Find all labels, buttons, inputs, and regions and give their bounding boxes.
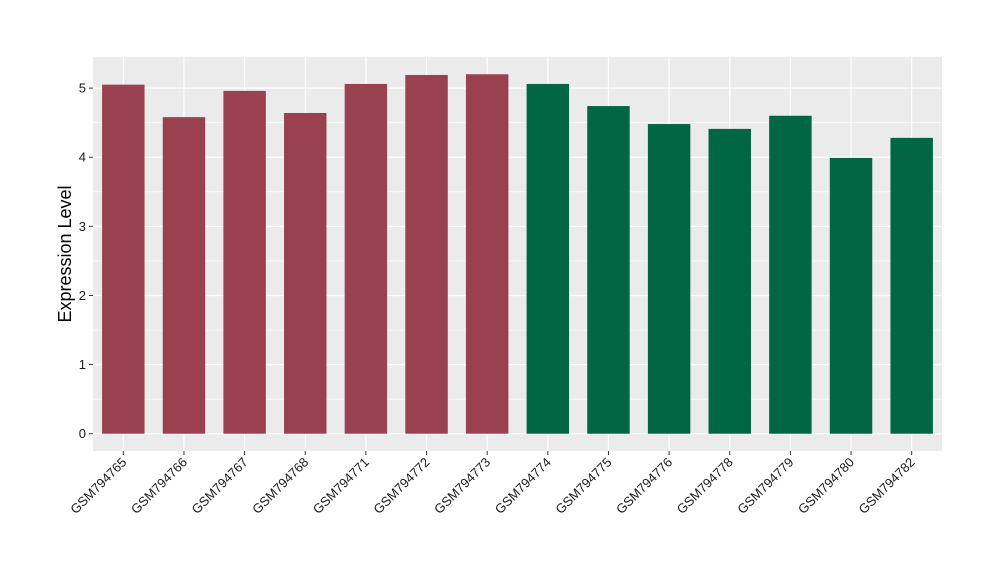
y-axis-title: Expression Level [55, 185, 75, 322]
x-tick-label: GSM794778 [674, 455, 736, 517]
y-tick-label: 2 [79, 288, 86, 303]
x-tick-label: GSM794767 [189, 455, 251, 517]
bar-GSM794771 [344, 83, 388, 434]
x-tick-label: GSM794768 [249, 455, 311, 517]
y-tick-label: 3 [79, 219, 86, 234]
bar-GSM794782 [890, 137, 933, 434]
bar-GSM794766 [162, 117, 206, 434]
x-tick-label: GSM794776 [613, 455, 675, 517]
y-tick-label: 5 [79, 81, 86, 96]
x-tick-label: GSM794782 [856, 455, 918, 517]
bar-GSM794765 [102, 84, 145, 434]
plot-panel [93, 57, 942, 451]
bar-GSM794767 [223, 90, 266, 434]
bar-GSM794780 [829, 157, 873, 434]
bar-GSM794768 [284, 112, 327, 434]
y-tick-label: 4 [79, 150, 86, 165]
x-tick-label: GSM794774 [492, 455, 554, 517]
x-tick-label: GSM794780 [795, 455, 857, 517]
x-tick-label: GSM794771 [310, 455, 372, 517]
x-tick-label: GSM794773 [431, 455, 493, 517]
bar-GSM794775 [587, 106, 630, 434]
x-tick-label: GSM794772 [370, 455, 432, 517]
bar-GSM794776 [647, 124, 691, 434]
x-tick-label: GSM794779 [734, 455, 796, 517]
x-tick-label: GSM794765 [67, 455, 129, 517]
x-tick-label: GSM794775 [552, 455, 614, 517]
bars-group [102, 74, 933, 434]
y-tick-label: 1 [79, 357, 86, 372]
bar-GSM794778 [708, 128, 751, 434]
bar-GSM794774 [526, 83, 570, 434]
bar-GSM794779 [769, 115, 812, 434]
x-tick-label: GSM794766 [128, 455, 190, 517]
y-axis: 0 1 2 3 4 5 [79, 81, 93, 441]
x-axis: GSM794765GSM794766GSM794767GSM794768GSM7… [67, 451, 918, 517]
y-tick-label: 0 [79, 426, 86, 441]
bar-GSM794772 [405, 74, 448, 434]
bar-GSM794773 [465, 74, 509, 434]
